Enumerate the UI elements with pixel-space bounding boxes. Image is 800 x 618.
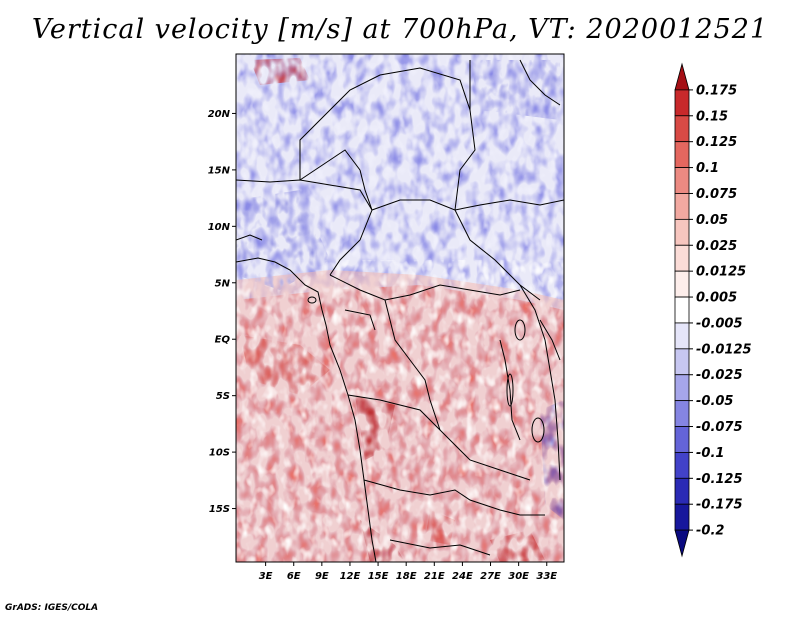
colorbar-swatch: [674, 477, 690, 505]
colorbar-swatch: [674, 62, 690, 91]
x-tick-label: 21E: [424, 571, 445, 582]
colorbar-label: -0.005: [696, 316, 743, 331]
colorbar-label: 0.1: [696, 161, 719, 176]
chart-title: Vertical velocity [m/s] at 700hPa, VT: 2…: [31, 14, 769, 45]
colorbar-swatch: [674, 270, 690, 298]
colorbar-swatch: [674, 348, 690, 376]
colorbar-swatch: [674, 218, 690, 246]
x-tick-label: 3E: [259, 571, 273, 582]
colorbar-swatch: [674, 426, 690, 453]
x-tick-label: 12E: [340, 571, 361, 582]
colorbar-label: 0.075: [696, 187, 737, 202]
colorbar-swatch: [674, 89, 690, 117]
colorbar-label: 0.005: [696, 291, 737, 306]
map-frame: [235, 53, 565, 563]
colorbar-swatch: [674, 167, 690, 194]
colorbar-label: 0.025: [696, 239, 737, 254]
colorbar-swatch: [674, 322, 690, 350]
y-tick-label: EQ: [215, 335, 231, 346]
colorbar-swatch: [674, 115, 690, 143]
colorbar-label: 0.05: [696, 213, 728, 228]
y-tick-label: 15S: [209, 504, 230, 515]
lakes: [307, 296, 545, 443]
colorbar-swatch: [674, 503, 690, 531]
colorbar-label: -0.025: [696, 368, 743, 383]
colorbar-label: -0.175: [696, 498, 743, 513]
x-tick-label: 6E: [287, 571, 301, 582]
colorbar-label: 0.125: [696, 135, 737, 150]
colorbar-label: -0.075: [696, 420, 743, 435]
colorbar-swatch: [674, 452, 690, 479]
colorbar-label: 0.15: [696, 109, 728, 124]
y-axis: 20N 15N 10N 5N EQ 5S 10S 15S: [208, 109, 236, 515]
x-tick-label: 24E: [452, 571, 473, 582]
colorbar-label: 0.0125: [696, 265, 746, 280]
velocity-field: [236, 54, 564, 562]
country-borders: [236, 59, 564, 562]
x-axis: 3E 6E 9E 12E 15E 18E 21E 24E 27E 30E 33E: [259, 562, 557, 582]
y-tick-label: 20N: [208, 109, 231, 120]
y-tick-label: 10N: [208, 222, 231, 233]
y-tick-label: 10S: [209, 448, 230, 459]
x-tick-label: 30E: [508, 571, 529, 582]
colorbar-swatch: [674, 529, 690, 558]
colorbar-label: -0.0125: [696, 342, 752, 357]
colorbar-label: -0.125: [696, 472, 743, 487]
x-tick-label: 9E: [315, 571, 329, 582]
y-tick-label: 5S: [216, 391, 230, 402]
colorbar-label: -0.2: [696, 524, 724, 539]
colorbar-label: -0.05: [696, 394, 733, 409]
colorbar-swatch: [674, 193, 690, 220]
x-tick-label: 18E: [396, 571, 417, 582]
x-tick-label: 33E: [536, 571, 557, 582]
colorbar-label: -0.1: [696, 446, 724, 461]
x-tick-label: 27E: [480, 571, 501, 582]
colorbar-swatch: [674, 400, 690, 427]
colorbar-label: 0.175: [696, 83, 737, 98]
y-tick-label: 15N: [208, 165, 231, 176]
colorbar-swatch: [674, 244, 690, 272]
colorbar-swatch: [674, 374, 690, 402]
colorbar-swatch: [674, 296, 690, 324]
colorbar: 0.175 0.15 0.125 0.1 0.075 0.05 0.025 0.0125 0.0…: [674, 62, 752, 558]
x-tick-label: 15E: [368, 571, 389, 582]
y-tick-label: 5N: [215, 278, 231, 289]
footer-credit: GrADS: IGES/COLA: [5, 603, 99, 613]
colorbar-swatch: [674, 141, 690, 168]
